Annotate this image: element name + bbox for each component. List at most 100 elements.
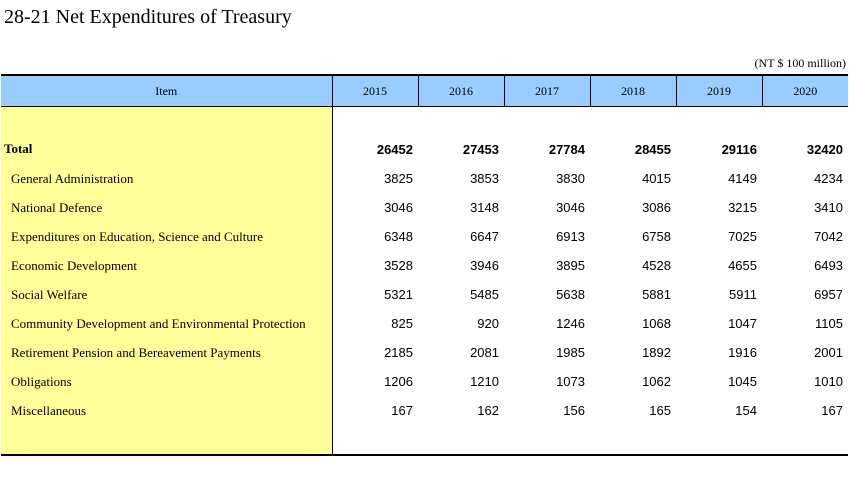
value-cell: 2001 (814, 345, 843, 360)
value-cell: 1062 (642, 374, 671, 389)
value-cell: 7042 (814, 229, 843, 244)
value-cell: 27784 (548, 141, 585, 157)
spacer-row (1, 106, 848, 135)
value-cell: 6758 (642, 229, 671, 244)
value-cell: 154 (735, 403, 757, 418)
value-cell: 1047 (728, 316, 757, 331)
row-label: Retirement Pension and Bereavement Payme… (1, 338, 333, 367)
value-cell: 3853 (470, 171, 499, 186)
row-label: Miscellaneous (1, 396, 333, 425)
row-label: Obligations (1, 367, 333, 396)
table-row: National Defence 3046 3148 3046 3086 321… (1, 193, 848, 222)
value-cell: 26452 (376, 141, 413, 157)
value-cell: 5638 (556, 287, 585, 302)
value-cell: 1892 (642, 345, 671, 360)
spacer-cell (590, 425, 676, 456)
value-cell: 4234 (814, 171, 843, 186)
value-cell: 1916 (728, 345, 757, 360)
value-cell: 7025 (728, 229, 757, 244)
spacer-cell (418, 107, 504, 135)
spacer-cell (762, 425, 848, 456)
spacer-cell (504, 107, 590, 135)
value-cell: 32420 (806, 141, 843, 157)
year-column-header: 2015 (331, 74, 418, 107)
value-cell: 6493 (814, 258, 843, 273)
value-cell: 1010 (814, 374, 843, 389)
value-cell: 29116 (721, 141, 757, 157)
value-cell: 1105 (815, 316, 843, 331)
value-cell: 5485 (470, 287, 499, 302)
value-cell: 167 (821, 403, 843, 418)
table-row: Obligations 1206 1210 1073 1062 1045 101… (1, 367, 848, 396)
value-cell: 167 (391, 403, 413, 418)
value-cell: 6913 (556, 229, 585, 244)
table-row: Miscellaneous 167 162 156 165 154 167 (1, 396, 848, 425)
table-row: Social Welfare 5321 5485 5638 5881 5911 … (1, 280, 848, 309)
table-row: Retirement Pension and Bereavement Payme… (1, 338, 848, 367)
table-row: Expenditures on Education, Science and C… (1, 222, 848, 251)
item-column-header: Item (1, 74, 332, 107)
row-label: Community Development and Environmental … (1, 309, 333, 338)
table-row: Economic Development 3528 3946 3895 4528… (1, 251, 848, 280)
value-cell: 3528 (384, 258, 413, 273)
table-row: General Administration 3825 3853 3830 40… (1, 164, 848, 193)
value-cell: 920 (477, 316, 499, 331)
value-cell: 1246 (556, 316, 585, 331)
value-cell: 6647 (470, 229, 499, 244)
row-label: Expenditures on Education, Science and C… (1, 222, 333, 251)
spacer-cell (1, 106, 333, 134)
year-column-header: 2018 (589, 74, 676, 107)
unit-label: (NT $ 100 million) (754, 56, 846, 70)
value-cell: 1045 (728, 374, 757, 389)
page-title: 28-21 Net Expenditures of Treasury (4, 6, 292, 28)
value-cell: 5321 (384, 287, 413, 302)
value-cell: 6348 (384, 229, 413, 244)
value-cell: 3148 (470, 200, 499, 215)
value-cell: 3410 (814, 200, 843, 215)
value-cell: 1073 (556, 374, 585, 389)
spacer-cell (762, 107, 848, 135)
spacer-cell (1, 425, 333, 456)
value-cell: 3046 (384, 200, 413, 215)
year-column-header: 2016 (417, 74, 504, 107)
value-cell: 825 (391, 316, 413, 331)
value-cell: 162 (477, 403, 499, 418)
row-label: National Defence (1, 193, 333, 222)
year-column-header: 2019 (675, 74, 762, 107)
spacer-cell (332, 425, 418, 456)
value-cell: 4655 (728, 258, 757, 273)
value-cell: 4149 (728, 171, 757, 186)
value-cell: 3946 (470, 258, 499, 273)
value-cell: 4015 (642, 171, 671, 186)
value-cell: 3895 (556, 258, 585, 273)
row-label: General Administration (1, 164, 333, 193)
spacer-row (1, 425, 848, 456)
row-label: Social Welfare (1, 280, 333, 309)
spacer-cell (332, 107, 418, 135)
value-cell: 3825 (384, 171, 413, 186)
value-cell: 28455 (634, 141, 671, 157)
value-cell: 2081 (470, 345, 499, 360)
value-cell: 1206 (384, 374, 413, 389)
row-label: Economic Development (1, 251, 333, 280)
spacer-cell (418, 425, 504, 456)
expenditures-table: Item 2015 2016 2017 2018 2019 2020 Total… (1, 74, 848, 456)
value-cell: 3830 (556, 171, 585, 186)
row-label: Total (1, 134, 333, 164)
spacer-cell (590, 107, 676, 135)
value-cell: 1210 (470, 374, 499, 389)
value-cell: 3215 (728, 200, 757, 215)
value-cell: 165 (649, 403, 671, 418)
spacer-cell (504, 425, 590, 456)
spacer-cell (676, 425, 762, 456)
value-cell: 4528 (642, 258, 671, 273)
value-cell: 5881 (642, 287, 671, 302)
value-cell: 1985 (556, 345, 585, 360)
header-row: Item 2015 2016 2017 2018 2019 2020 (1, 74, 848, 107)
value-cell: 5911 (729, 287, 757, 302)
year-column-header: 2017 (503, 74, 590, 107)
value-cell: 156 (563, 403, 585, 418)
value-cell: 3086 (642, 200, 671, 215)
year-column-header: 2020 (761, 74, 848, 107)
value-cell: 1068 (642, 316, 671, 331)
